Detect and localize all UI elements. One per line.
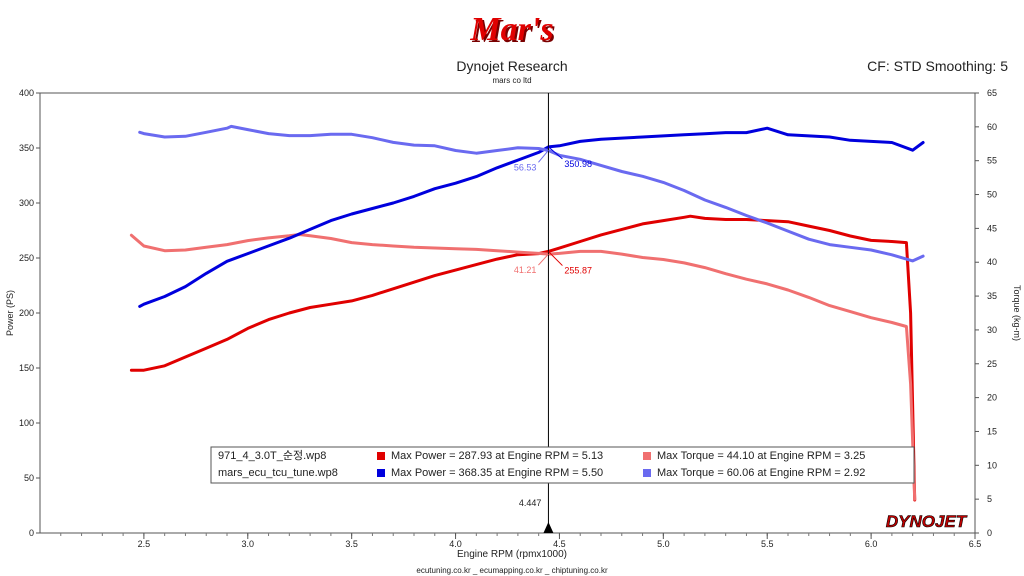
x-tick-label: 5.5: [761, 539, 774, 549]
legend-row[interactable]: mars_ecu_tcu_tune.wp8 Max Power = 368.35…: [218, 467, 865, 479]
brand-logo-shadow: Mar's: [471, 13, 555, 50]
y2-tick-label: 60: [987, 122, 997, 132]
dynojet-logo-bg: [880, 512, 972, 530]
legend-power-swatch: [377, 452, 385, 460]
legend-torque-swatch: [643, 452, 651, 460]
x-tick-label: 6.5: [969, 539, 982, 549]
y-tick-label: 400: [19, 88, 34, 98]
legend-file-name: mars_ecu_tcu_tune.wp8: [218, 467, 338, 479]
y-tick-label: 300: [19, 198, 34, 208]
rpm-cursor-marker[interactable]: [543, 522, 554, 533]
cursor-blue-power-pointer: [548, 146, 563, 160]
cursor-rpm-label: 4.447: [519, 498, 542, 508]
y-tick-label: 50: [24, 473, 34, 483]
legend-row[interactable]: 971_4_3.0T_순정.wp8 Max Power = 287.93 at …: [218, 449, 865, 462]
x-tick-label: 4.5: [553, 539, 566, 549]
y-axis-right-title: Torque (kg-m): [1012, 285, 1022, 341]
dynojet-logo: DYNOJET: [880, 512, 972, 531]
y2-tick-label: 30: [987, 325, 997, 335]
y-tick-label: 0: [29, 528, 34, 538]
brand-logo-text: Mar's: [469, 11, 553, 48]
cursor-red-torque-pointer: [538, 253, 549, 266]
legend-box: [210, 446, 915, 484]
legend-power-swatch: [377, 469, 385, 477]
y2-tick-label: 65: [987, 88, 997, 98]
y2-tick-label: 55: [987, 156, 997, 166]
legend-max-torque: Max Torque = 44.10 at Engine RPM = 3.25: [657, 450, 865, 462]
y2-tick-label: 25: [987, 359, 997, 369]
x-tick-label: 3.0: [242, 539, 255, 549]
y-tick-label: 250: [19, 253, 34, 263]
brand-logo: Mar's Mar's: [469, 11, 555, 50]
y2-tick-label: 40: [987, 257, 997, 267]
footer-websites: ecutuning.co.kr _ ecumapping.co.kr _ chi…: [416, 566, 608, 575]
y-axis-left: 0 50 100 150 200 250 300 350 400: [19, 88, 40, 538]
x-tick-label: 4.0: [449, 539, 462, 549]
chart-subtitle: mars co ltd: [492, 76, 531, 85]
x-axis-title: Engine RPM (rpmx1000): [457, 549, 567, 560]
y2-tick-label: 45: [987, 223, 997, 233]
legend-max-power: Max Power = 287.93 at Engine RPM = 5.13: [391, 450, 603, 462]
cursor-red-power-label: 255.87: [564, 266, 592, 276]
x-axis: 2.5 3.0 3.5 4.0 4.5 5.0 5.5 6.0 6.5: [60, 533, 982, 549]
legend-max-torque: Max Torque = 60.06 at Engine RPM = 2.92: [657, 467, 865, 479]
series-line-3-torque[interactable]: [138, 124, 925, 263]
x-tick-label: 3.5: [345, 539, 358, 549]
y-tick-label: 100: [19, 418, 34, 428]
y2-tick-label: 35: [987, 291, 997, 301]
x-tick-label: 2.5: [138, 539, 151, 549]
legend: 971_4_3.0T_순정.wp8 Max Power = 287.93 at …: [210, 446, 915, 484]
chart-title: Dynojet Research: [456, 58, 567, 74]
series-line-2-power[interactable]: [138, 126, 925, 308]
y-tick-label: 150: [19, 363, 34, 373]
y-tick-label: 350: [19, 143, 34, 153]
y2-tick-label: 0: [987, 528, 992, 538]
x-tick-label: 5.0: [657, 539, 670, 549]
dynojet-logo-text: DYNOJET: [886, 512, 968, 531]
y2-tick-label: 20: [987, 393, 997, 403]
cursor-blue-torque-pointer: [538, 150, 549, 163]
cursor-blue-power-label: 350.98: [564, 159, 592, 169]
legend-torque-swatch: [643, 469, 651, 477]
legend-max-power: Max Power = 368.35 at Engine RPM = 5.50: [391, 467, 603, 479]
y-axis-left-title: Power (PS): [5, 290, 15, 336]
cursor-blue-torque-label: 56.53: [514, 162, 537, 172]
cf-smoothing-text: CF: STD Smoothing: 5: [867, 58, 1008, 74]
cursor-red-torque-label: 41.21: [514, 265, 537, 275]
series-line-1-torque[interactable]: [129, 233, 917, 501]
y2-tick-label: 50: [987, 190, 997, 200]
x-tick-label: 6.0: [865, 539, 878, 549]
y2-tick-label: 15: [987, 426, 997, 436]
y-axis-right: 0 5 10 15 20 25 30 35 40 45 50 55 60 65: [975, 88, 997, 538]
cursor-red-power-pointer: [548, 251, 563, 266]
y2-tick-label: 10: [987, 460, 997, 470]
legend-file-name: 971_4_3.0T_순정.wp8: [218, 449, 326, 462]
y2-tick-label: 5: [987, 494, 992, 504]
y-tick-label: 200: [19, 308, 34, 318]
